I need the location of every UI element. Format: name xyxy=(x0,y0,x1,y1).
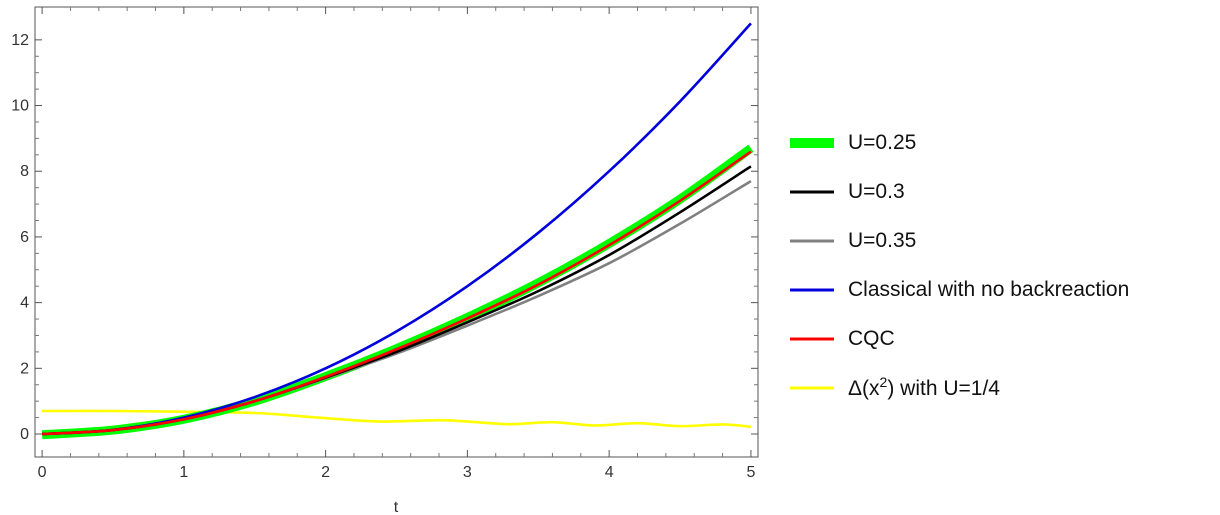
x-tick-label: 2 xyxy=(321,464,330,481)
x-axis-ticks: 0 1 2 3 4 5 xyxy=(38,7,755,481)
legend-swatch-green-line xyxy=(790,137,834,148)
legend-swatch-yellow-line xyxy=(790,386,834,389)
legend-item: Δ(x2) with U=1/4 xyxy=(790,363,1215,412)
legend-label: U=0.3 xyxy=(848,179,905,203)
y-tick-label: 4 xyxy=(20,295,29,312)
legend-label: U=0.35 xyxy=(848,228,917,252)
series-layer xyxy=(41,22,754,440)
y-tick-label: 12 xyxy=(11,32,29,49)
legend: U=0.25 U=0.3 U=0.35 Classical with no ba… xyxy=(790,118,1215,412)
legend-item: U=0.35 xyxy=(790,216,1215,265)
series-line-u03 xyxy=(42,165,752,436)
series-line-classical xyxy=(42,22,752,436)
y-axis-ticks: 0 2 4 6 8 10 12 xyxy=(11,32,758,443)
legend-label-suffix: ) with U=1/4 xyxy=(887,377,1000,400)
series-line-u025 xyxy=(41,144,754,440)
legend-item: CQC xyxy=(790,314,1215,363)
x-tick-label: 1 xyxy=(179,464,188,481)
y-tick-label: 0 xyxy=(20,426,29,443)
x-axis-label: t xyxy=(394,499,399,515)
y-tick-label: 2 xyxy=(20,360,29,377)
y-tick-label: 8 xyxy=(20,163,29,180)
legend-swatch-gray-line xyxy=(790,239,834,242)
legend-item: U=0.25 xyxy=(790,118,1215,167)
legend-swatch-blue-line xyxy=(790,288,834,291)
legend-label-superscript: 2 xyxy=(879,374,888,390)
x-tick-label: 3 xyxy=(463,464,472,481)
legend-label-prefix: Δ(x xyxy=(848,377,880,400)
legend-item: U=0.3 xyxy=(790,167,1215,216)
legend-label: CQC xyxy=(848,326,895,350)
series-line-cqc xyxy=(42,150,752,436)
y-tick-label: 6 xyxy=(20,229,29,246)
y-tick-label: 10 xyxy=(11,98,29,115)
legend-item: Classical with no backreaction xyxy=(790,265,1215,314)
legend-label: U=0.25 xyxy=(848,130,917,154)
legend-swatch-black-line xyxy=(790,190,834,193)
legend-label: Classical with no backreaction xyxy=(848,277,1130,301)
plot-frame xyxy=(34,6,759,458)
x-tick-label: 5 xyxy=(746,464,755,481)
legend-label: Δ(x2) with U=1/4 xyxy=(848,374,1000,401)
x-tick-label: 0 xyxy=(38,464,47,481)
x-tick-label: 4 xyxy=(605,464,614,481)
legend-swatch-red-line xyxy=(790,337,834,340)
